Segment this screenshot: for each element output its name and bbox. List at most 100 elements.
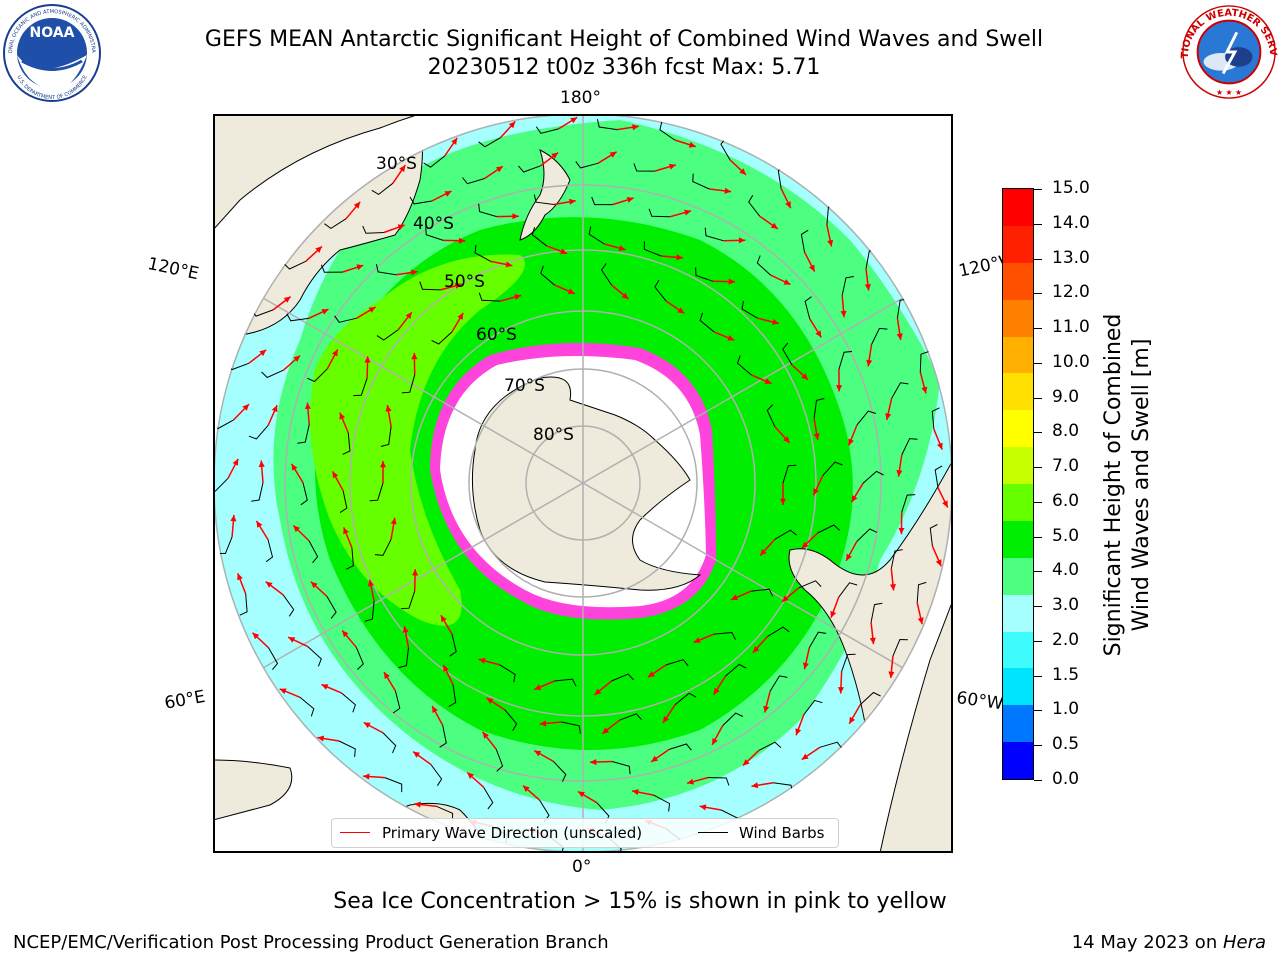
wave-direction-arrowhead	[815, 330, 822, 338]
wave-direction-arrowhead	[676, 254, 683, 261]
wave-direction-arrowhead	[454, 282, 462, 289]
wave-direction-arrowhead	[258, 460, 265, 468]
wind-barb	[838, 582, 858, 598]
colorbar-tick-label: 1.5	[1052, 664, 1080, 685]
wind-barb	[533, 194, 555, 205]
wave-direction-arrowhead	[486, 698, 494, 704]
wind-barb	[334, 315, 357, 323]
wave-direction-arrowhead	[505, 261, 513, 268]
wave-direction-arrowhead	[760, 548, 767, 556]
wave-direction-arrowhead	[451, 137, 458, 145]
wave-direction-arrowhead	[534, 750, 542, 757]
colorbar-tick	[1034, 606, 1042, 608]
wind-barb	[588, 226, 605, 245]
wave-direction-arrowhead	[935, 559, 942, 567]
wind-barb	[324, 218, 347, 230]
wind-barb	[261, 369, 284, 379]
wind-barb	[890, 549, 903, 569]
wave-direction-arrowhead	[321, 684, 329, 690]
wave-direction-arrowhead	[780, 498, 786, 505]
wave-direction-arrowhead	[728, 278, 735, 285]
colorbar-tick-label: 12.0	[1052, 282, 1090, 303]
colorbar-tick-label: 3.0	[1052, 595, 1080, 616]
wind-barb	[286, 313, 309, 322]
wind-barb	[856, 528, 878, 542]
wind-barb	[633, 163, 655, 172]
wave-direction-arrowhead	[432, 706, 438, 713]
colorbar-segment	[1003, 447, 1033, 484]
wind-barb	[758, 741, 782, 751]
wind-barb	[306, 368, 328, 383]
wave-direction-arrowhead	[252, 632, 260, 640]
wind-barb	[478, 292, 500, 302]
wind-barb	[425, 226, 444, 241]
wind-barb	[338, 740, 356, 757]
footer-date: 14 May 2023 on	[1071, 932, 1223, 953]
sea-ice-note: Sea Ice Concentration > 15% is shown in …	[333, 889, 947, 914]
colorbar-segment	[1003, 189, 1033, 226]
colorbar-tick-label: 13.0	[1052, 247, 1090, 268]
wind-barb	[669, 743, 692, 751]
wind-barb	[591, 196, 613, 206]
colorbar-tick-label: 15.0	[1052, 178, 1090, 198]
colorbar-segment	[1003, 373, 1033, 411]
wind-barb	[483, 786, 494, 810]
wind-barb	[856, 410, 877, 426]
colorbar-tick-label: 5.0	[1052, 525, 1080, 546]
colorbar-segment	[1003, 705, 1033, 743]
wind-barb	[722, 712, 744, 726]
wind-barb	[600, 263, 612, 286]
wind-barb	[535, 126, 559, 134]
wave-direction-arrowhead	[288, 637, 296, 643]
wind-barb	[704, 227, 724, 242]
wind-barb	[756, 255, 771, 276]
wave-direction-arrowhead	[724, 187, 732, 194]
wind-barb	[342, 432, 351, 455]
wind-barb	[398, 647, 409, 669]
wave-direction-arrowhead	[397, 224, 405, 231]
colorbar-segment	[1003, 742, 1033, 779]
wind-barb	[353, 378, 368, 397]
wave-direction-arrowhead	[304, 402, 311, 410]
wave-direction-arrowhead	[896, 469, 903, 477]
wind-barb	[239, 593, 248, 616]
wave-direction-arrowhead	[687, 778, 694, 785]
wave-direction-arrowhead	[802, 662, 809, 670]
wind-barb	[769, 675, 788, 692]
wind-barb	[419, 281, 441, 291]
wind-barb	[892, 638, 908, 657]
colorbar-tick-label: 4.0	[1052, 560, 1080, 581]
wind-barb	[819, 741, 843, 749]
wave-direction-arrowhead	[782, 595, 789, 602]
meridians	[262, 116, 904, 851]
legend-barb-label: Wind Barbs	[739, 824, 825, 842]
wave-direction-arrowhead	[390, 517, 397, 525]
wave-direction-arrowhead	[848, 438, 854, 446]
colorbar-tick-label: 10.0	[1052, 351, 1090, 372]
wave-direction-arrowhead	[795, 728, 802, 736]
wave-direction-arrowhead	[921, 386, 928, 394]
wind-barb	[841, 653, 856, 672]
colorbar-segment	[1003, 484, 1033, 521]
wave-direction-arrowhead	[846, 553, 852, 561]
colorbar-tick	[1034, 258, 1042, 260]
wind-barb	[215, 419, 234, 430]
colorbar-tick	[1034, 710, 1042, 712]
wind-barb	[653, 794, 671, 812]
wave-direction-arrowhead	[688, 141, 696, 148]
wind-barb	[364, 601, 375, 622]
wave-direction-arrowhead	[342, 630, 349, 638]
footer-left: NCEP/EMC/Verification Post Processing Pr…	[13, 932, 609, 953]
wind-barb	[374, 539, 392, 556]
wind-barb	[448, 684, 457, 707]
wind-barb	[808, 631, 827, 649]
wind-barb	[320, 264, 343, 273]
wave-direction-arrowhead	[444, 191, 452, 197]
wind-barb	[449, 633, 457, 657]
wave-direction-arrowhead	[512, 213, 519, 220]
wind-barb	[838, 351, 853, 370]
wind-barb	[401, 374, 416, 394]
wind-barb	[531, 226, 547, 247]
wave-direction-arrowhead	[569, 198, 576, 205]
noaa-logo: NOAA NATIONAL OCEANIC AND ATMOSPHERIC AD…	[0, 0, 102, 103]
